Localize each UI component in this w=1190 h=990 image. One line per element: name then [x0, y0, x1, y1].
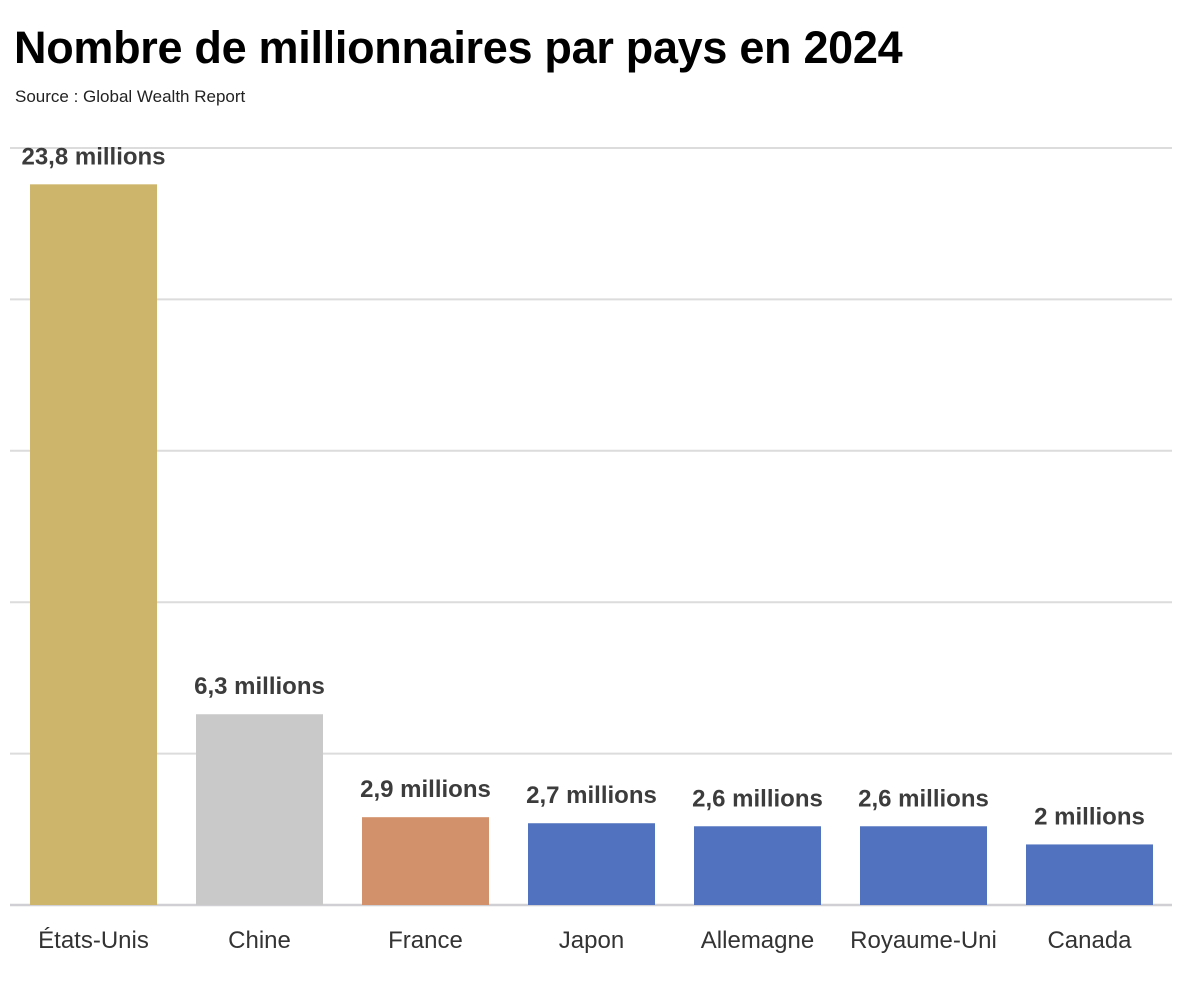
category-label: Royaume-Uni	[850, 927, 997, 954]
data-label: 2 millions	[1034, 803, 1145, 830]
bar	[362, 817, 489, 905]
data-label: 6,3 millions	[194, 673, 325, 700]
category-label: Canada	[1047, 927, 1132, 954]
data-label: 2,9 millions	[360, 776, 491, 803]
category-label: Chine	[228, 927, 291, 954]
chart-title: Nombre de millionnaires par pays en 2024	[14, 22, 903, 73]
bar	[860, 826, 987, 905]
category-label: Allemagne	[701, 927, 814, 954]
bar	[196, 714, 323, 905]
bar	[528, 823, 655, 905]
bar	[30, 184, 157, 905]
category-label: Japon	[559, 927, 624, 954]
data-label: 23,8 millions	[21, 143, 165, 170]
data-label: 2,7 millions	[526, 782, 657, 809]
chart-source: Source : Global Wealth Report	[15, 87, 246, 106]
bar	[694, 826, 821, 905]
data-label: 2,6 millions	[692, 785, 823, 812]
data-label: 2,6 millions	[858, 785, 989, 812]
bar	[1026, 844, 1153, 905]
category-label: États-Unis	[38, 927, 149, 954]
category-label: France	[388, 927, 463, 954]
